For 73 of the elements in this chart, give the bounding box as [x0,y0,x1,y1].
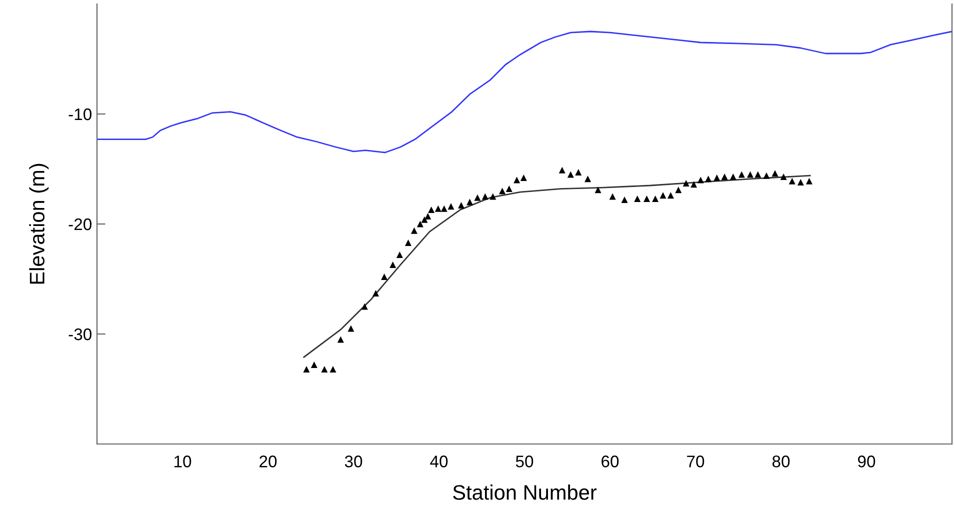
point [567,171,574,178]
point [634,195,641,202]
point [772,170,778,177]
y-tick-label: -30 [68,328,92,340]
x-tick-label: 40 [430,456,448,468]
point [434,205,442,212]
x-tick-label: 90 [858,456,876,468]
x-tick-label: 80 [772,456,790,468]
point [682,180,690,187]
x-tick-label: 50 [516,456,534,468]
point [714,174,720,182]
point [424,213,432,220]
point [575,169,582,176]
point [310,362,318,368]
point [584,176,592,182]
point [594,186,602,194]
point [448,203,454,210]
y-tick-label: -20 [68,218,92,230]
point [705,176,712,182]
point [303,366,310,372]
point [410,227,418,234]
point [738,171,745,178]
point [558,166,566,174]
point [621,196,628,204]
point [458,202,464,209]
point [390,261,396,268]
y-axis-title: Elevation (m) [29,164,49,284]
point [746,171,754,178]
x-tick-label: 20 [260,456,277,468]
point [421,216,428,223]
point [788,178,796,184]
x-tick-label: 60 [602,456,619,468]
point [763,172,770,179]
line-series [97,30,952,154]
point [474,194,481,201]
point [428,206,435,213]
point [416,220,424,228]
point [675,186,682,194]
point [797,178,804,186]
point [514,176,520,184]
point [440,205,448,212]
point [396,252,403,258]
point [660,192,666,199]
point [697,176,704,184]
point [806,178,812,184]
point [482,193,488,200]
point [499,188,506,194]
point [372,290,379,297]
point [466,198,474,206]
y-tick-label: -10 [68,108,92,120]
point [321,366,328,372]
point [652,195,659,202]
point [644,195,650,202]
point [330,366,336,372]
point [780,173,787,180]
point [730,173,736,180]
point [506,186,512,192]
point [520,174,527,182]
x-tick-label: 70 [687,456,704,468]
point [609,193,616,200]
point [721,173,728,180]
point [490,193,496,200]
point [667,192,674,199]
point [690,181,698,188]
x-tick-label: 30 [344,456,362,468]
point [361,303,368,310]
point [337,336,344,343]
point [754,171,762,178]
point [348,325,354,332]
x-tick-label: 10 [174,456,192,468]
point [404,239,412,246]
point [381,274,388,280]
x-axis-title: Station Number [453,484,597,500]
